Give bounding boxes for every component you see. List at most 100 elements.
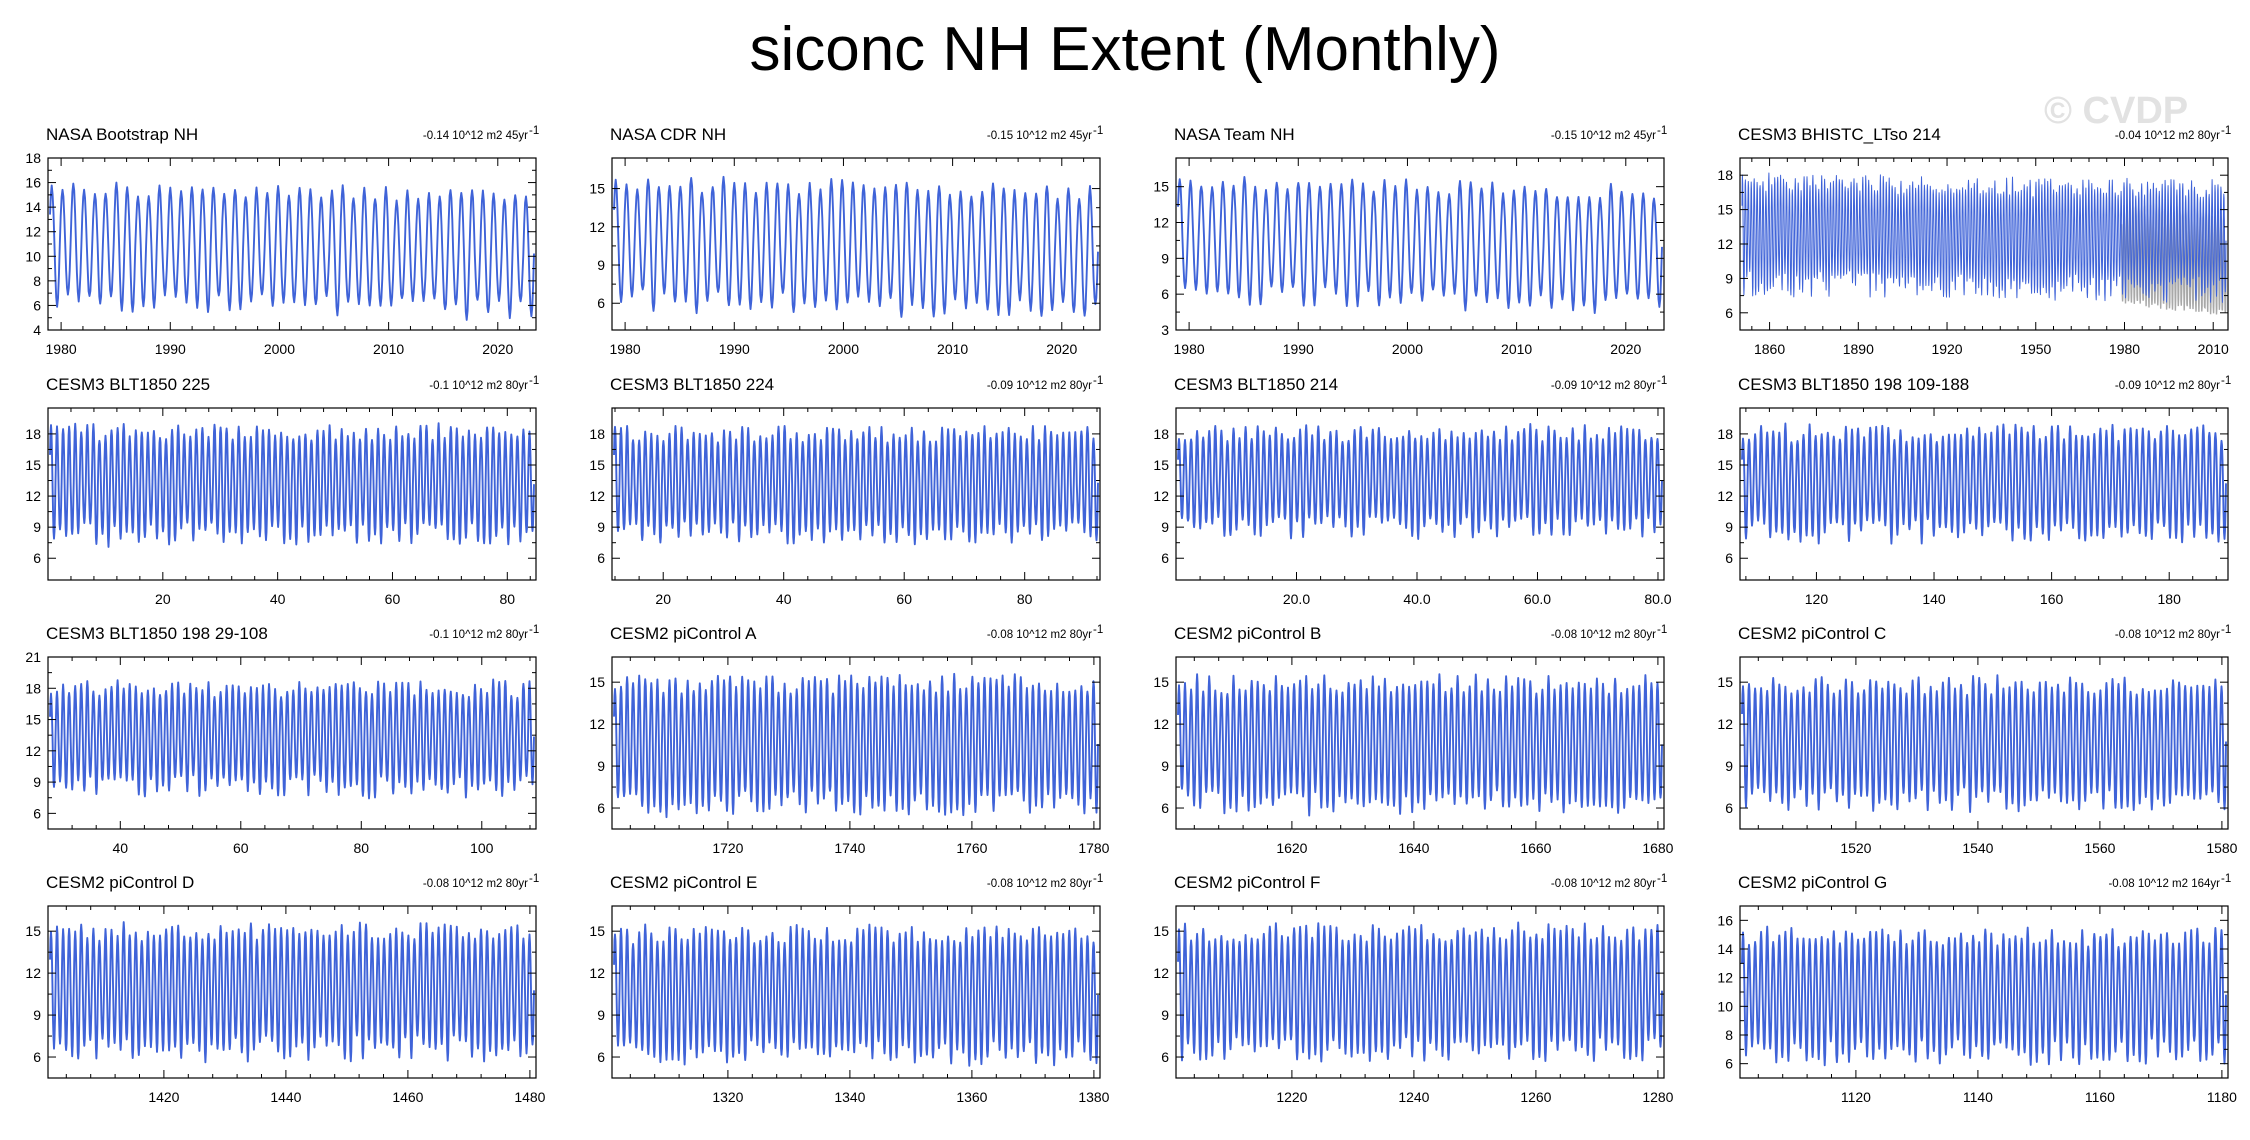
series-line	[49, 678, 535, 800]
y-tick-label: 15	[589, 674, 605, 690]
cvdp-watermark: © CVDP	[2044, 90, 2189, 132]
y-tick-label: 12	[1153, 215, 1169, 231]
panel-title: NASA Bootstrap NH	[46, 125, 198, 144]
x-tick-label: 2020	[1046, 341, 1077, 357]
x-tick-label: 80	[353, 840, 369, 856]
x-tick-label: 1660	[1520, 840, 1551, 856]
y-tick-label: 6	[1725, 800, 1733, 816]
x-tick-label: 1120	[1841, 1089, 1871, 1105]
y-tick-label: 10	[1717, 998, 1733, 1014]
trend-label: -0.09 10^12 m2 80yr	[2115, 380, 2220, 392]
y-tick-label: 12	[1717, 970, 1733, 986]
chart-panel: CESM3 BLT1850 224 -0.09 10^12 m2 80yr -1 6 9…	[589, 375, 1103, 607]
panel-title: CESM3 BLT1850 198 29-108	[46, 624, 268, 643]
x-tick-label: 40.0	[1403, 591, 1430, 607]
trend-unit-superscript: -1	[529, 125, 539, 137]
y-tick-label: 18	[25, 150, 41, 166]
y-tick-label: 6	[597, 800, 605, 816]
x-tick-label: 1560	[2084, 840, 2115, 856]
x-tick-label: 2010	[2198, 341, 2229, 357]
chart-panel: NASA Team NH -0.15 10^12 m2 45yr -1 3 6 9 12 15…	[1153, 125, 1667, 357]
x-tick-label: 1620	[1276, 840, 1307, 856]
x-tick-label: 40	[270, 591, 286, 607]
x-tick-label: 1280	[1642, 1089, 1673, 1105]
series-line	[613, 175, 1099, 318]
y-tick-label: 15	[25, 923, 41, 939]
trend-unit-superscript: -1	[1093, 873, 1103, 885]
x-tick-label: 1740	[834, 840, 865, 856]
trend-unit-superscript: -1	[1657, 125, 1667, 137]
y-tick-label: 6	[1161, 550, 1169, 566]
x-tick-label: 2010	[937, 341, 968, 357]
x-tick-label: 1240	[1398, 1089, 1429, 1105]
plot-frame	[1739, 656, 2229, 830]
y-tick-label: 12	[589, 219, 605, 235]
x-tick-label: 1920	[1931, 341, 1962, 357]
x-tick-label: 1860	[1754, 341, 1785, 357]
x-tick-label: 1890	[1843, 341, 1874, 357]
x-tick-label: 1720	[712, 840, 743, 856]
y-tick-label: 12	[25, 965, 41, 981]
y-tick-label: 14	[25, 199, 41, 215]
x-tick-label: 1980	[1174, 341, 1205, 357]
y-tick-label: 9	[597, 257, 605, 273]
chart-panel: CESM2 piControl F -0.08 10^12 m2 80yr -1 6 9…	[1153, 873, 1673, 1105]
x-tick-label: 40	[113, 840, 129, 856]
y-tick-label: 15	[1153, 179, 1169, 195]
chart-panel: CESM2 piControl D -0.08 10^12 m2 80yr -1 6 9…	[25, 873, 545, 1105]
trend-label: -0.08 10^12 m2 80yr	[2115, 629, 2220, 641]
trend-label: -0.15 10^12 m2 45yr	[1551, 130, 1656, 142]
chart-panel: CESM3 BLT1850 214 -0.09 10^12 m2 80yr -1 6 9…	[1153, 375, 1671, 607]
x-tick-label: 1990	[719, 341, 750, 357]
x-tick-label: 140	[1922, 591, 1946, 607]
trend-label: -0.08 10^12 m2 80yr	[1551, 878, 1656, 890]
trend-label: -0.15 10^12 m2 45yr	[987, 130, 1092, 142]
trend-label: -0.08 10^12 m2 80yr	[987, 878, 1092, 890]
y-tick-label: 6	[33, 805, 41, 821]
x-tick-label: 20	[155, 591, 171, 607]
x-tick-label: 160	[2040, 591, 2064, 607]
y-tick-label: 6	[1161, 1049, 1169, 1065]
x-tick-label: 1140	[1963, 1089, 1993, 1105]
series-line	[613, 424, 1099, 546]
x-tick-label: 1440	[270, 1089, 301, 1105]
y-tick-label: 18	[1717, 426, 1733, 442]
y-tick-label: 18	[25, 680, 41, 696]
x-tick-label: 2000	[264, 341, 295, 357]
x-tick-label: 20.0	[1283, 591, 1310, 607]
plot-frame	[611, 905, 1101, 1079]
y-tick-label: 12	[589, 488, 605, 504]
trend-unit-superscript: -1	[2221, 375, 2231, 387]
chart-panel: CESM2 piControl B -0.08 10^12 m2 80yr -1 6 9…	[1153, 624, 1673, 856]
x-tick-label: 180	[2158, 591, 2182, 607]
trend-unit-superscript: -1	[529, 873, 539, 885]
trend-unit-superscript: -1	[2221, 873, 2231, 885]
x-tick-label: 1320	[712, 1089, 743, 1105]
chart-panel: CESM2 piControl E -0.08 10^12 m2 80yr -1 6 9…	[589, 873, 1109, 1105]
y-tick-label: 9	[1161, 758, 1169, 774]
series-line	[1741, 172, 2227, 303]
trend-unit-superscript: -1	[2221, 624, 2231, 636]
y-tick-label: 6	[597, 295, 605, 311]
y-tick-label: 15	[1153, 923, 1169, 939]
y-tick-label: 9	[597, 758, 605, 774]
y-tick-label: 21	[25, 649, 41, 665]
x-tick-label: 60	[233, 840, 249, 856]
x-tick-label: 80	[1017, 591, 1033, 607]
trend-unit-superscript: -1	[1657, 873, 1667, 885]
trend-unit-superscript: -1	[1093, 624, 1103, 636]
plot-frame	[47, 905, 537, 1079]
x-tick-label: 80.0	[1644, 591, 1671, 607]
y-tick-label: 16	[25, 175, 41, 191]
plot-frame	[1739, 407, 2229, 581]
x-tick-label: 1980	[610, 341, 641, 357]
plot-frame	[1175, 157, 1665, 331]
x-tick-label: 60	[385, 591, 401, 607]
panel-title: CESM3 BLT1850 198 109-188	[1738, 375, 1969, 394]
y-tick-label: 9	[1161, 1007, 1169, 1023]
x-tick-label: 1220	[1276, 1089, 1307, 1105]
y-tick-label: 9	[1161, 519, 1169, 535]
panel-title: CESM2 piControl G	[1738, 873, 1887, 892]
trend-unit-superscript: -1	[1093, 375, 1103, 387]
